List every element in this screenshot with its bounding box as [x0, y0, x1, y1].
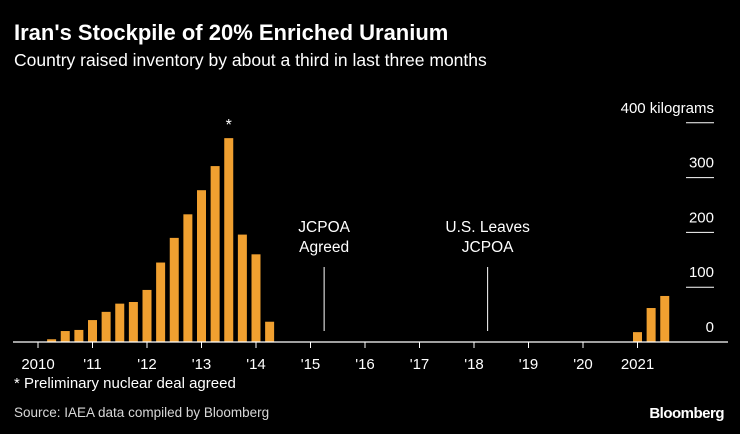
y-tick-label: 400 kilograms: [621, 100, 714, 117]
bar: [128, 301, 138, 342]
x-tick-label: '16: [355, 356, 375, 373]
bar: [169, 237, 179, 342]
bar: [74, 329, 84, 342]
x-axis: 2010 '11 '12 '13 '14 '15 '16 '17 '18 '19 '20 2021: [13, 341, 728, 373]
bloomberg-logo: Bloomberg: [649, 405, 724, 422]
bar: [142, 289, 152, 342]
bar: [265, 321, 275, 342]
bar: [60, 331, 70, 342]
x-tick-label: 2021: [621, 356, 654, 373]
bar: [156, 262, 166, 342]
annotation-label: Agreed: [299, 239, 349, 256]
y-tick-label: 200: [689, 209, 714, 226]
x-tick-label: 2010: [21, 356, 54, 373]
annotation-label: JCPOA: [462, 239, 514, 256]
bar: [197, 190, 206, 342]
x-tick-label: '15: [301, 356, 321, 373]
x-tick-label: '14: [246, 356, 266, 373]
chart-subtitle: Country raised inventory by about a thir…: [14, 50, 487, 70]
annotations: JCPOA Agreed U.S. Leaves JCPOA: [298, 219, 530, 331]
annotation-label: U.S. Leaves: [445, 219, 530, 236]
bar: [251, 254, 261, 342]
bar: [646, 308, 656, 342]
bar: [210, 166, 220, 342]
bar: [101, 311, 111, 342]
y-tick-label: 300: [689, 155, 714, 172]
bar: [237, 234, 247, 342]
bar: [660, 295, 670, 342]
x-tick-label: '19: [519, 356, 539, 373]
y-tick-label: 0: [706, 319, 714, 336]
bar: [633, 332, 642, 342]
x-tick-label: '12: [137, 356, 157, 373]
x-tick-label: '18: [464, 356, 484, 373]
x-tick-label: '13: [192, 356, 212, 373]
footnote: * Preliminary nuclear deal agreed: [14, 375, 236, 392]
bar-series: *: [47, 117, 670, 342]
bar: [88, 320, 97, 342]
bar: [47, 339, 57, 342]
y-axis-labels: 400 kilograms 300 200 100 0: [621, 100, 714, 336]
annotation-label: JCPOA: [298, 219, 350, 236]
x-tick-label: '20: [573, 356, 593, 373]
star-marker: *: [226, 117, 232, 134]
bar: [224, 138, 234, 342]
y-gridlines: [686, 122, 714, 288]
chart-title: Iran's Stockpile of 20% Enriched Uranium: [14, 20, 449, 45]
bar: [183, 214, 193, 342]
x-tick-label: '11: [83, 356, 101, 373]
bar: [115, 303, 125, 342]
x-tick-label: '17: [410, 356, 430, 373]
y-tick-label: 100: [689, 264, 714, 281]
source-note: Source: IAEA data compiled by Bloomberg: [14, 405, 270, 420]
